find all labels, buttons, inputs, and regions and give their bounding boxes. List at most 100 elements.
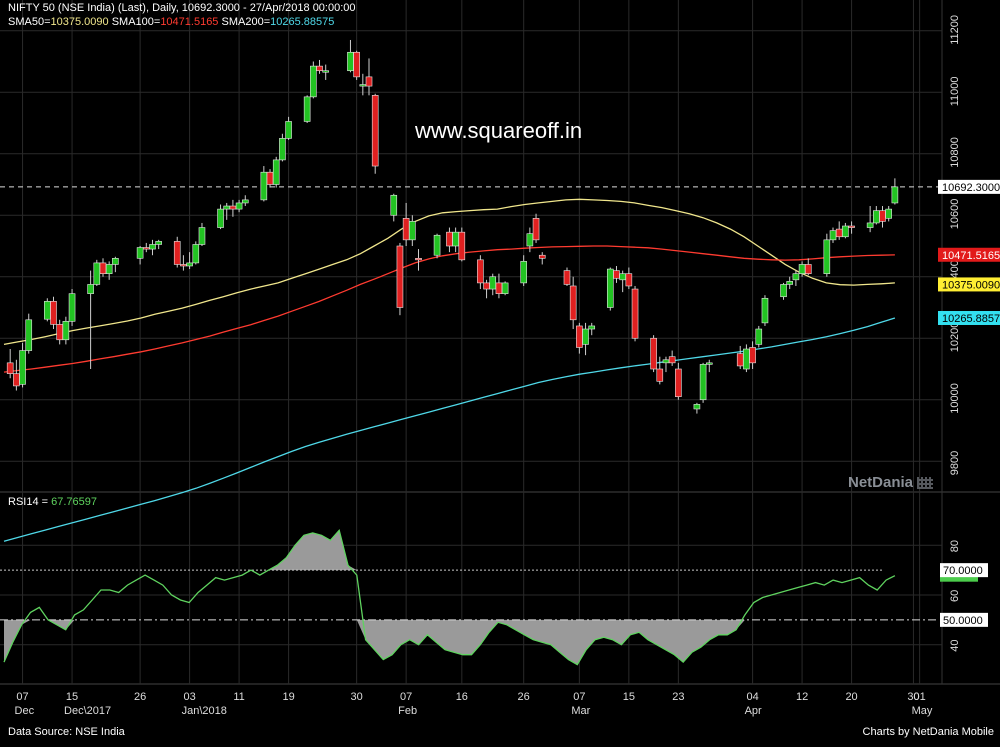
candle-body bbox=[842, 225, 849, 238]
rsi-overbought-fill bbox=[4, 530, 895, 571]
candle-body bbox=[563, 270, 571, 285]
date-tick-label: 23 bbox=[672, 691, 684, 703]
candle-body bbox=[173, 241, 181, 265]
candle-body bbox=[761, 297, 769, 324]
candle-body bbox=[105, 264, 113, 274]
candle-body bbox=[13, 373, 20, 387]
date-tick-label: 15 bbox=[66, 691, 78, 703]
candle-body bbox=[6, 362, 14, 374]
candle-body bbox=[112, 257, 119, 265]
date-tick-label: 30 bbox=[907, 691, 919, 703]
candle-body bbox=[786, 281, 794, 285]
candle-body bbox=[501, 282, 509, 294]
candle-body bbox=[736, 353, 744, 367]
price-tick-label: 10800 bbox=[949, 137, 961, 168]
candle-body bbox=[631, 288, 639, 339]
candle-body bbox=[359, 84, 367, 87]
candle-body bbox=[582, 328, 589, 345]
date-tick-label: 19 bbox=[282, 691, 294, 703]
candle-body bbox=[316, 65, 323, 72]
candle-body bbox=[99, 262, 107, 274]
candle-body bbox=[662, 359, 670, 364]
chart-title: NIFTY 50 (NSE India) (Last), Daily, 1069… bbox=[8, 2, 356, 14]
candle-body bbox=[668, 356, 676, 364]
candle-body bbox=[526, 233, 534, 247]
candle-body bbox=[656, 368, 664, 382]
candle-body bbox=[266, 171, 274, 185]
price-label-box bbox=[938, 247, 1000, 262]
price-label-box bbox=[938, 179, 1000, 194]
month-tick-label: Apr bbox=[745, 705, 762, 717]
date-tick-label: 12 bbox=[796, 691, 808, 703]
candle-body bbox=[798, 264, 806, 274]
candle-body bbox=[415, 257, 422, 261]
month-tick-label: Jan\2018 bbox=[182, 705, 227, 717]
candle-body bbox=[866, 222, 874, 228]
month-tick-label: Dec\2017 bbox=[64, 705, 111, 717]
rsi-tick-label: 60 bbox=[949, 590, 961, 602]
candle-body bbox=[829, 230, 837, 241]
price-tick-label: 10000 bbox=[949, 383, 961, 414]
candle-body bbox=[675, 368, 682, 397]
date-tick-label: 04 bbox=[746, 691, 758, 703]
candle-body bbox=[272, 159, 280, 185]
watermark-text: www.squareoff.in bbox=[415, 118, 583, 143]
sma200-value: 10265.88575 bbox=[270, 16, 335, 28]
candle-body bbox=[25, 319, 33, 351]
candle-body bbox=[353, 51, 360, 78]
rsi-level-label: 50.0000 bbox=[943, 615, 983, 627]
candle-body bbox=[93, 262, 101, 285]
sma100-value: 10471.5165 bbox=[160, 16, 219, 28]
price-tick-label: 11000 bbox=[949, 76, 961, 106]
candle-body bbox=[279, 138, 286, 161]
candle-body bbox=[576, 325, 583, 348]
sma200-label: SMA200= bbox=[221, 16, 271, 28]
candle-body bbox=[371, 95, 379, 167]
candle-body bbox=[699, 364, 707, 401]
candle-body bbox=[217, 208, 224, 228]
candle-body bbox=[396, 245, 404, 308]
candle-body bbox=[873, 210, 880, 224]
data-source: Data Source: NSE India bbox=[8, 726, 125, 738]
candle-body bbox=[186, 262, 193, 267]
candle-body bbox=[136, 247, 144, 259]
candle-body bbox=[180, 264, 187, 267]
date-tick-label: 16 bbox=[456, 691, 468, 703]
candle-body bbox=[433, 234, 441, 256]
candle-body bbox=[749, 347, 756, 364]
candle-body bbox=[891, 186, 899, 204]
price-label-text: 10471.5165 bbox=[942, 250, 1000, 262]
price-label-text: 10692.3000 bbox=[942, 182, 1000, 194]
candle-body bbox=[285, 121, 292, 139]
candle-body bbox=[155, 241, 162, 245]
candle-body bbox=[365, 76, 373, 87]
sma-legend: SMA50=10375.0090 SMA100=10471.5165 SMA20… bbox=[8, 16, 334, 28]
candle-body bbox=[743, 348, 750, 370]
candle-body bbox=[452, 231, 459, 247]
date-tick-label: 20 bbox=[845, 691, 857, 703]
candle-body bbox=[44, 301, 51, 320]
candle-body bbox=[520, 261, 527, 284]
series-line-sma200 bbox=[3, 317, 896, 542]
candle-body bbox=[569, 285, 577, 321]
date-tick-label: 07 bbox=[400, 691, 412, 703]
price-label-box bbox=[938, 277, 1000, 292]
candle-body bbox=[347, 51, 354, 72]
price-tick-label: 10600 bbox=[949, 199, 961, 230]
candle-body bbox=[50, 301, 57, 325]
candle-body bbox=[588, 325, 596, 330]
rsi-label: RSI14 = bbox=[8, 496, 52, 508]
rsi-level-box bbox=[940, 612, 988, 627]
price-tick-label: 10200 bbox=[949, 322, 961, 353]
price-tick-label: 11200 bbox=[949, 15, 961, 45]
rsi-level-label: 70.0000 bbox=[943, 565, 983, 577]
candle-body bbox=[402, 218, 410, 241]
price-label-text: 10375.0090 bbox=[942, 279, 1000, 291]
candle-body bbox=[792, 273, 800, 281]
candle-body bbox=[538, 254, 546, 259]
series-line-sma50 bbox=[3, 198, 895, 346]
candle-body bbox=[303, 96, 311, 122]
candle-body bbox=[68, 293, 76, 322]
candle-body bbox=[477, 259, 484, 284]
